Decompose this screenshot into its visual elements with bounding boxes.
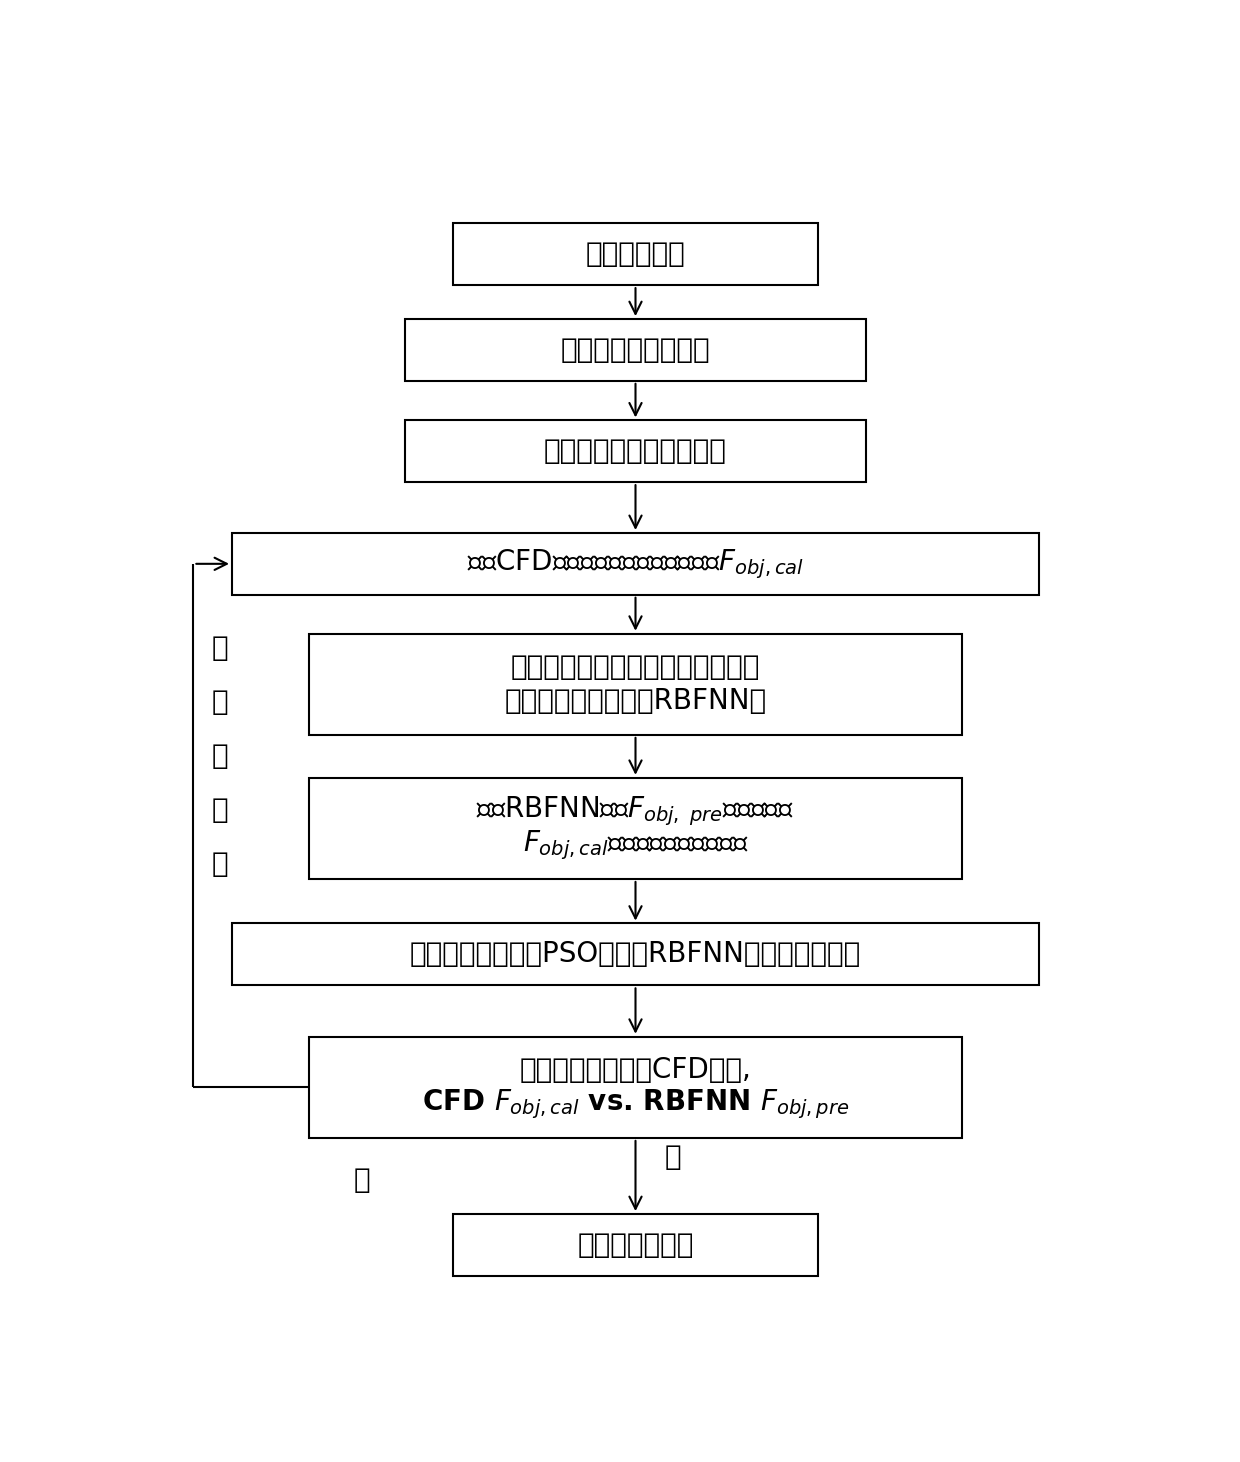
- Text: 是: 是: [665, 1143, 681, 1171]
- Text: 充: 充: [212, 635, 228, 662]
- Bar: [453, 1213, 818, 1276]
- Bar: [404, 319, 866, 382]
- Text: 扩: 扩: [212, 689, 228, 716]
- Text: 利用训练样本和测试样本训练和测: 利用训练样本和测试样本训练和测: [511, 654, 760, 681]
- Bar: [453, 224, 818, 285]
- Text: 输出RBFNN预测$\mathit{F_{obj,\ pre}}$和测试样本: 输出RBFNN预测$\mathit{F_{obj,\ pre}}$和测试样本: [476, 795, 795, 829]
- Text: 否: 否: [353, 1165, 370, 1193]
- Text: 利用CFD计算数据样本的目标函数值$\mathit{F_{obj,cal}}$: 利用CFD计算数据样本的目标函数值$\mathit{F_{obj,cal}}$: [467, 547, 804, 580]
- Text: 对优化设计点进行CFD评估,: 对优化设计点进行CFD评估,: [520, 1057, 751, 1085]
- Bar: [232, 532, 1039, 595]
- Text: 设计代理模型的数据样本: 设计代理模型的数据样本: [544, 437, 727, 465]
- Text: 确立设计变量和范围: 确立设计变量和范围: [560, 336, 711, 364]
- Text: 全局优化设计点: 全局优化设计点: [578, 1231, 693, 1259]
- Bar: [309, 633, 962, 735]
- Text: 试径向基神经网络（RBFNN）: 试径向基神经网络（RBFNN）: [505, 687, 766, 715]
- Text: CFD $\mathit{F_{obj,cal}}$ vs. RBFNN $\mathit{F_{obj,pre}}$: CFD $\mathit{F_{obj,cal}}$ vs. RBFNN $\m…: [422, 1088, 849, 1121]
- Bar: [309, 778, 962, 879]
- Bar: [404, 420, 866, 482]
- Text: 据: 据: [212, 797, 228, 825]
- Text: 数: 数: [212, 851, 228, 879]
- Text: 库: 库: [212, 743, 228, 770]
- Text: 利用粒子群算法（PSO）耦合RBFNN搜索最优设计点: 利用粒子群算法（PSO）耦合RBFNN搜索最优设计点: [410, 940, 861, 968]
- Text: 建立优化问题: 建立优化问题: [585, 240, 686, 268]
- Bar: [309, 1037, 962, 1137]
- Bar: [232, 924, 1039, 985]
- Text: $\mathit{F_{obj,cal}}$最小误差下的扩展速度: $\mathit{F_{obj,cal}}$最小误差下的扩展速度: [523, 829, 748, 863]
